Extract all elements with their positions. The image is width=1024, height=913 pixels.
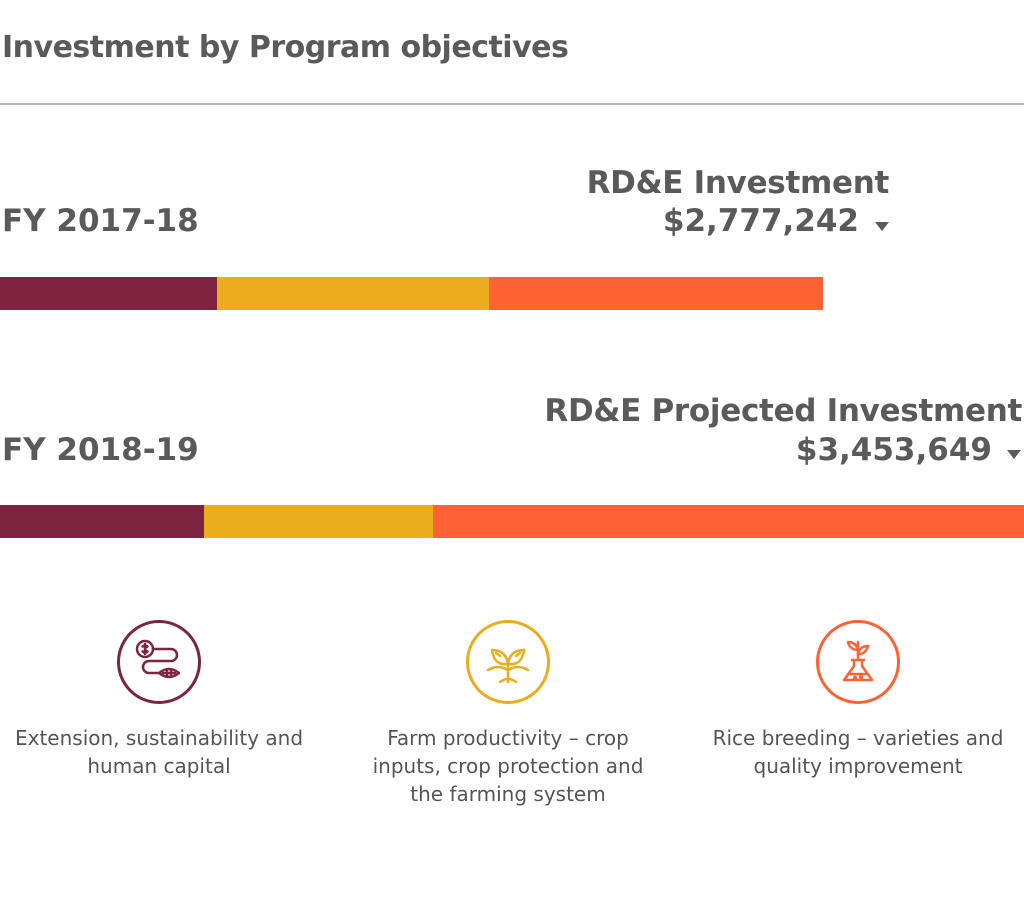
bar-segment-rice-breeding: [488, 277, 823, 310]
investment-amount-2018-19: $3,453,649: [795, 432, 992, 468]
sprouting-plant-icon: [466, 620, 550, 704]
stacked-bar-2017-18: [0, 277, 823, 310]
year-label-2017-18: FY 2017-18: [2, 203, 199, 239]
legend-item-extension: Extension, sustainability and human capi…: [0, 620, 329, 780]
chart-title: Investment by Program objectives: [2, 30, 569, 65]
bar-segment-farm-productivity: [203, 505, 434, 538]
legend-item-farm-productivity: Farm productivity – crop inputs, crop pr…: [338, 620, 678, 808]
legend-label-rice-breeding: Rice breeding – varieties and quality im…: [712, 726, 1004, 778]
legend-label-extension: Extension, sustainability and human capi…: [14, 726, 304, 778]
title-divider: [0, 103, 1024, 105]
dropdown-arrow-icon[interactable]: [1007, 450, 1021, 459]
investment-label-2018-19: RD&E Projected Investment: [544, 393, 1022, 429]
stacked-bar-2018-19: [0, 505, 1024, 538]
legend-label-farm-productivity: Farm productivity – crop inputs, crop pr…: [372, 726, 644, 806]
bar-segment-rice-breeding: [433, 505, 1024, 538]
bar-segment-extension: [0, 277, 218, 310]
investment-label-2017-18: RD&E Investment: [586, 165, 890, 201]
money-to-leaf-icon: [117, 620, 201, 704]
year-label-2018-19: FY 2018-19: [2, 432, 199, 468]
dropdown-arrow-icon[interactable]: [875, 222, 889, 231]
legend-item-rice-breeding: Rice breeding – varieties and quality im…: [688, 620, 1024, 780]
plant-in-flask-icon: [816, 620, 900, 704]
bar-segment-extension: [0, 505, 204, 538]
investment-amount-2017-18: $2,777,242: [662, 203, 859, 239]
bar-segment-farm-productivity: [217, 277, 489, 310]
